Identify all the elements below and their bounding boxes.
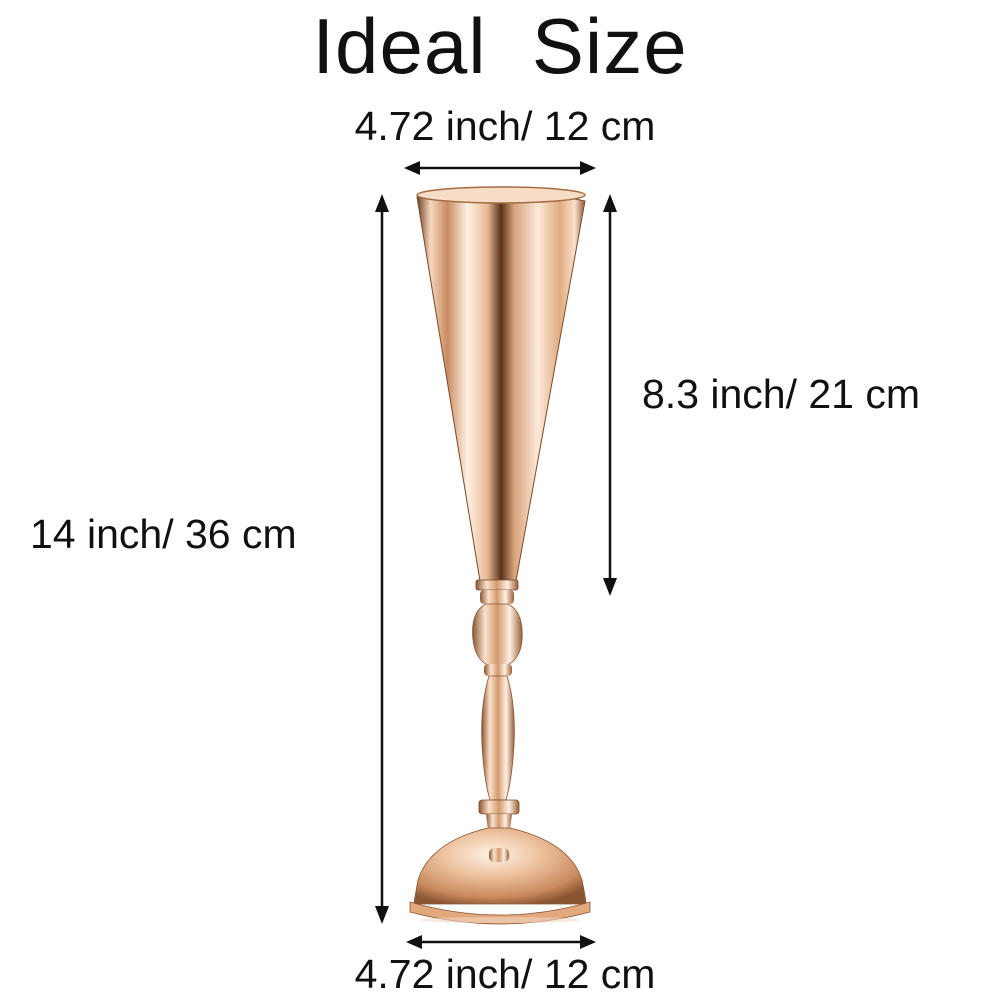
vase-height-label: 8.3 inch/ 21 cm (642, 371, 921, 417)
total-height-arrow (375, 194, 389, 924)
vase-height-arrow (603, 194, 617, 596)
top-width-arrow (404, 161, 596, 175)
top-width-label: 4.72 inch/ 12 cm (354, 103, 656, 149)
page-title: Ideal Size (312, 2, 688, 90)
vase-icon (409, 186, 591, 925)
total-height-label: 14 inch/ 36 cm (30, 511, 297, 557)
base-width-label: 4.72 inch/ 12 cm (354, 951, 656, 997)
base-width-arrow (406, 935, 596, 949)
